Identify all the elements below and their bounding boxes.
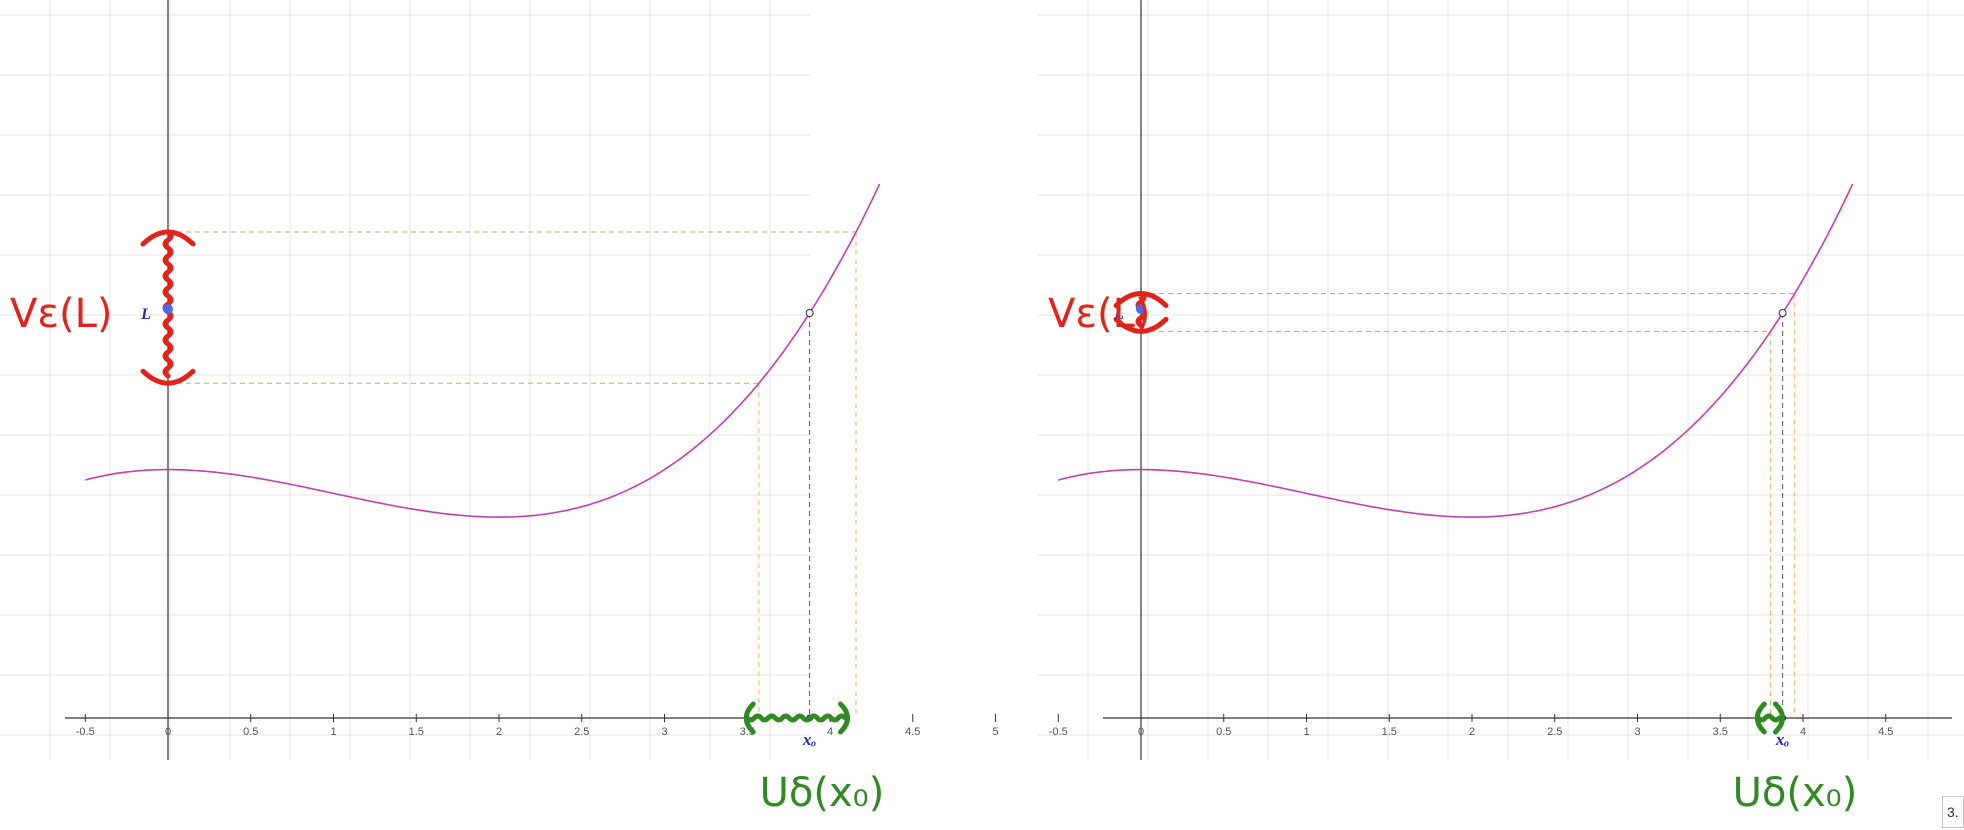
x-tick-label: 2.5 — [1547, 726, 1562, 738]
limit-label: L — [1113, 306, 1124, 323]
x-tick-label: 1.5 — [409, 726, 424, 738]
delta-neighborhood-label: Uδ(x₀) — [1733, 770, 1858, 816]
bottom-pane — [1038, 760, 1964, 830]
x-tick-label: 4 — [827, 726, 833, 738]
x-tick-label: -0.5 — [1049, 726, 1068, 738]
epsilon-bracket-bottom — [140, 368, 196, 386]
x-tick-label: 2 — [496, 726, 502, 738]
curve-point-open — [1778, 309, 1787, 317]
epsilon-bracket-top — [1113, 291, 1169, 309]
limit-label: L — [140, 306, 151, 323]
epsilon-neighborhood-label: Vε(L) — [1048, 291, 1150, 337]
delta-bracket-right — [838, 701, 851, 735]
x-tick-label: 1.5 — [1382, 726, 1397, 738]
delta-neighborhood-label: Uδ(x₀) — [760, 770, 885, 816]
x-tick-label: 2.5 — [574, 726, 589, 738]
x-tick-label: -0.5 — [76, 726, 95, 738]
x-tick-label: 0 — [165, 726, 171, 738]
background-grid — [1038, 0, 1964, 830]
epsilon-bracket-top — [140, 229, 196, 247]
x0-label: xₒ — [1775, 730, 1790, 749]
x-tick-label: 4.5 — [1878, 726, 1893, 738]
x-tick-label: 3.5 — [1713, 726, 1728, 738]
epsilon-neighborhood-label: Vε(L) — [10, 291, 112, 337]
delta-bracket-left — [1754, 701, 1767, 735]
limit-point — [163, 304, 173, 314]
x-tick-label: 2 — [1469, 726, 1475, 738]
delta-bracket-right — [1772, 701, 1785, 735]
x-tick-label: 3 — [661, 726, 667, 738]
x-tick-label: 0.5 — [243, 726, 258, 738]
function-curve — [85, 183, 881, 518]
x-tick-label: 5 — [992, 726, 998, 738]
bottom-pane — [0, 760, 810, 830]
x0-label: xₒ — [802, 730, 817, 749]
x-tick-label: 3 — [1634, 726, 1640, 738]
x-tick-label: 0.5 — [1216, 726, 1231, 738]
x-tick-label: 1 — [330, 726, 336, 738]
x-tick-label: 0 — [1138, 726, 1144, 738]
limit-point — [1136, 304, 1146, 314]
corner-input-value[interactable]: 3. — [1942, 796, 1964, 828]
delta-band — [744, 713, 848, 723]
delta-band — [1755, 713, 1782, 723]
x-tick-label: 4 — [1800, 726, 1806, 738]
x-tick-label: 4.5 — [905, 726, 920, 738]
delta-bracket-left — [743, 701, 756, 735]
epsilon-bracket-bottom — [1113, 316, 1169, 334]
curve-point-open — [805, 309, 814, 317]
x-tick-label: 1 — [1303, 726, 1309, 738]
right-graph-panel: -0.5 0 0.5 1 1.5 2 2.5 3 3.5 4 4.5 xₒ LVε(L) Uδ(x₀) — [1038, 0, 1964, 830]
background-grid — [0, 0, 810, 830]
function-curve — [1058, 183, 1854, 518]
